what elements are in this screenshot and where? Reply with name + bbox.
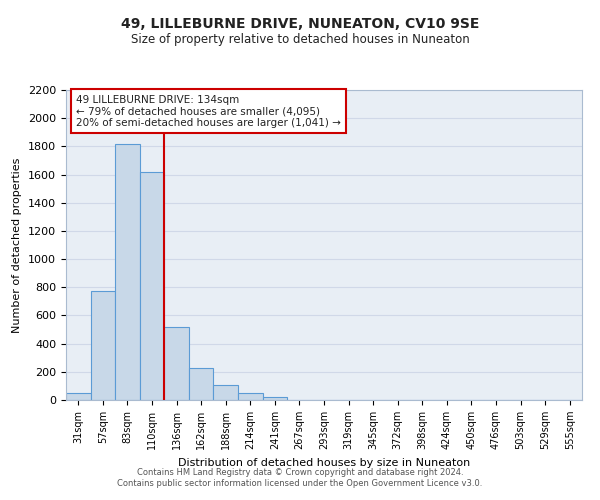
Bar [91, 291, 115, 400]
Bar [263, 397, 287, 400]
Y-axis label: Number of detached properties: Number of detached properties [13, 158, 22, 332]
Text: 49, LILLEBURNE DRIVE, NUNEATON, CV10 9SE: 49, LILLEBURNE DRIVE, NUNEATON, CV10 9SE [121, 18, 479, 32]
Bar [115, 144, 140, 400]
X-axis label: Distribution of detached houses by size in Nuneaton: Distribution of detached houses by size … [178, 458, 470, 468]
Text: Size of property relative to detached houses in Nuneaton: Size of property relative to detached ho… [131, 32, 469, 46]
Text: 49 LILLEBURNE DRIVE: 134sqm
← 79% of detached houses are smaller (4,095)
20% of : 49 LILLEBURNE DRIVE: 134sqm ← 79% of det… [76, 94, 341, 128]
Bar [164, 326, 189, 400]
Bar [214, 385, 238, 400]
Bar [238, 393, 263, 400]
Bar [66, 393, 91, 400]
Bar [140, 172, 164, 400]
Bar [189, 368, 214, 400]
Text: Contains HM Land Registry data © Crown copyright and database right 2024.
Contai: Contains HM Land Registry data © Crown c… [118, 468, 482, 487]
